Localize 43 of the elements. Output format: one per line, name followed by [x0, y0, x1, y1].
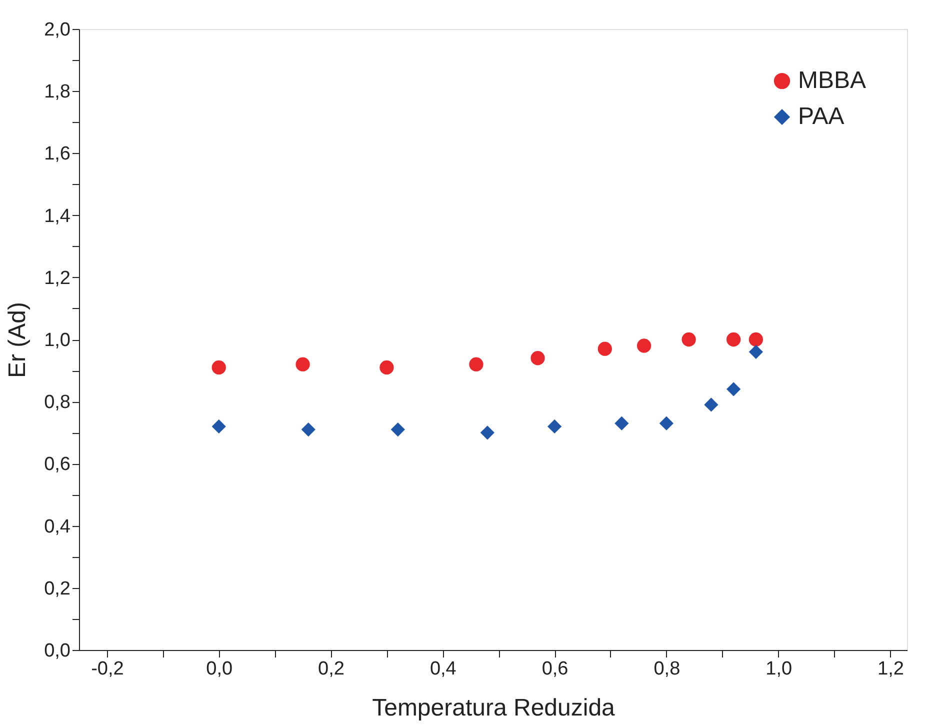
x-tick-label: 1,2 [878, 658, 904, 680]
point [614, 416, 629, 430]
point [469, 357, 484, 372]
x-tick-label: 0,6 [542, 658, 568, 680]
y-tick-label: 0,8 [44, 392, 70, 414]
point [212, 419, 226, 434]
x-tick-label: 1,0 [766, 658, 792, 680]
legend-label: MBBA [798, 67, 866, 94]
x-tick-label: 0,4 [430, 658, 457, 680]
y-tick-label: 0,2 [44, 578, 70, 600]
point [748, 344, 764, 359]
point [726, 332, 741, 347]
point [726, 382, 741, 396]
point [390, 422, 405, 437]
point [682, 332, 696, 347]
y-tick-label: 2,0 [44, 20, 70, 40]
y-tick-label: 0,0 [44, 640, 70, 662]
point [704, 398, 718, 412]
y-tick-label: 1,0 [44, 330, 70, 351]
point [301, 422, 316, 437]
x-tick-label: -0,2 [91, 658, 124, 680]
point [659, 416, 674, 430]
y-tick-label: 0,4 [44, 516, 71, 538]
legend-label: PAA [798, 103, 844, 130]
y-tick-label: 0,6 [44, 454, 70, 476]
point [212, 360, 226, 374]
x-tick-label: 0,8 [654, 658, 680, 680]
y-tick-label: 1,2 [44, 268, 70, 289]
x-axis-title: Temperatura Reduzida [372, 694, 616, 722]
point [598, 342, 612, 356]
point [636, 338, 652, 353]
point [547, 419, 562, 434]
point [748, 332, 764, 347]
y-tick-label: 1,6 [44, 144, 70, 165]
y-tick-label: 1,4 [44, 206, 71, 227]
y-tick-label: 1,8 [44, 82, 70, 103]
point [296, 357, 310, 372]
x-tick-label: 0,2 [318, 658, 344, 680]
point [530, 351, 545, 366]
y-axis-title: Er (Ad) [4, 302, 32, 378]
x-tick-label: 0,0 [206, 658, 233, 680]
point [480, 426, 494, 440]
point [380, 360, 394, 374]
